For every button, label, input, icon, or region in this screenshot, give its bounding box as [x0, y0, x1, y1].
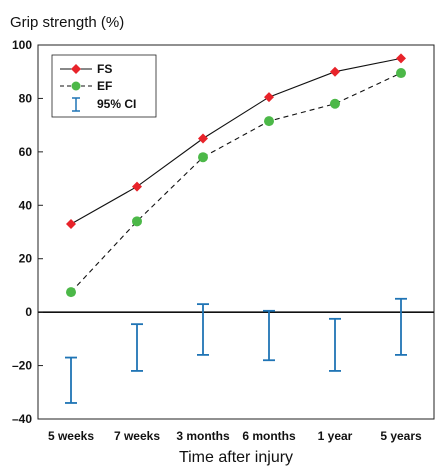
x-tick-label: 1 year: [318, 429, 353, 443]
point-ef: [330, 98, 340, 109]
point-fs: [330, 66, 340, 77]
series-line-fs: [70, 57, 402, 225]
x-tick-label: 5 weeks: [48, 429, 94, 443]
x-tick-label: 7 weeks: [114, 429, 160, 443]
legend-fs-label: FS: [97, 62, 112, 76]
legend: FS EF 95% CI: [51, 54, 157, 118]
y-tick-label: 100: [12, 38, 32, 52]
plot-frame: [37, 44, 435, 420]
y-tick-label: –20: [12, 359, 32, 373]
point-fs: [66, 218, 76, 229]
legend-ef-label: EF: [97, 79, 112, 93]
point-fs: [264, 92, 274, 103]
point-fs: [396, 53, 406, 64]
point-fs: [198, 133, 208, 144]
point-ef: [132, 216, 142, 227]
chart-title: Grip strength (%): [10, 14, 124, 31]
legend-ci-label: 95% CI: [97, 97, 136, 111]
ci-bar: [395, 297, 407, 356]
legend-ef-marker: [71, 81, 81, 91]
ci-bar: [263, 309, 275, 362]
y-tick-label: 0: [25, 305, 32, 319]
y-tick-label: 40: [19, 198, 33, 212]
x-tick-label: 3 months: [176, 429, 230, 443]
ci-bar: [65, 356, 77, 404]
point-fs: [132, 181, 142, 192]
y-tick-label: 60: [19, 145, 33, 159]
ci-bar: [329, 317, 341, 372]
point-ef: [66, 287, 76, 298]
x-tick-label: 6 months: [242, 429, 296, 443]
y-tick-label: 80: [19, 91, 33, 105]
y-tick-label: 20: [19, 252, 33, 266]
point-ef: [396, 68, 406, 79]
legend-ci-marker: [72, 97, 80, 112]
series-line-ef: [70, 72, 402, 293]
point-ef: [198, 152, 208, 163]
y-tick-label: –40: [12, 412, 32, 426]
ci-bar: [197, 303, 209, 356]
point-ef: [264, 116, 274, 127]
x-tick-label: 5 years: [380, 429, 422, 443]
ci-bar: [131, 323, 143, 372]
x-axis-title: Time after injury: [179, 449, 293, 466]
legend-fs-marker: [71, 64, 81, 74]
